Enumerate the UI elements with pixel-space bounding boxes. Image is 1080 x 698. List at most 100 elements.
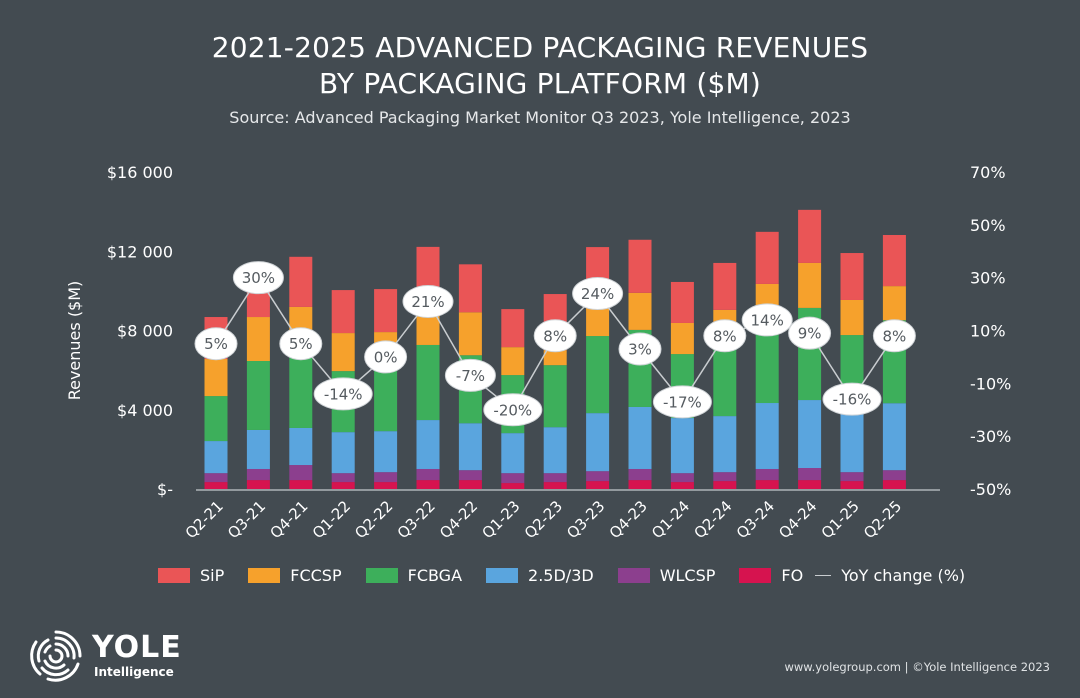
bar-2-5d-3d-q2-25 <box>882 403 906 471</box>
yoy-label-bubble <box>313 377 373 411</box>
logo-subtitle: Intelligence <box>94 665 174 679</box>
yoy-label-bubble <box>194 327 238 361</box>
bar-fo-q2-22 <box>374 482 398 489</box>
bar-wlcsp-q3-23 <box>586 471 610 482</box>
x-tick-label: Q1-25 <box>818 497 863 542</box>
yoy-data-label: 30% <box>242 269 275 287</box>
bar-sip-q2-22 <box>374 289 398 333</box>
bar-fccsp-q2-24 <box>713 309 737 322</box>
chart-title-line-1: 2021-2025 ADVANCED PACKAGING REVENUES <box>211 31 869 64</box>
legend-item-fo: FO <box>739 566 803 585</box>
y-axis-label: Revenues ($M) <box>65 281 84 401</box>
yoy-data-label: -7% <box>456 367 485 385</box>
yoy-label-bubble <box>232 261 284 295</box>
legend-item-sip: SiP <box>158 566 224 585</box>
bar-wlcsp-q4-23 <box>628 468 652 481</box>
bar-fo-q4-22 <box>458 480 482 489</box>
x-tick-label: Q2-21 <box>182 497 227 542</box>
bar-wlcsp-q2-22 <box>374 472 398 483</box>
yoy-point-q2-23: 8% <box>533 319 577 353</box>
yoy-data-label: 0% <box>374 348 398 366</box>
bar-2-5d-3d-q1-22 <box>331 432 355 474</box>
yoy-point-q1-25: -16% <box>822 382 882 416</box>
chart-title-line-2: BY PACKAGING PLATFORM ($M) <box>319 67 761 100</box>
bar-sip-q3-24 <box>755 231 779 284</box>
y2-tick-label: 50% <box>970 216 1006 235</box>
y-tick-label: $4 000 <box>117 401 173 420</box>
yoy-data-label: 24% <box>581 285 614 303</box>
y2-tick-label: -10% <box>970 374 1011 393</box>
y-tick-label: $16 000 <box>107 163 173 182</box>
legend-swatch-2-5d-3d <box>486 568 519 583</box>
legend-swatch-fcbga <box>365 568 398 583</box>
bar-wlcsp-q3-21 <box>246 468 270 481</box>
bar-stack-q1-25 <box>840 253 864 489</box>
x-tick-label: Q2-22 <box>351 497 396 542</box>
bar-wlcsp-q3-22 <box>416 468 440 481</box>
x-tick-label: Q2-23 <box>521 497 566 542</box>
yoy-label-bubble <box>741 303 793 337</box>
bar-stack-q4-23 <box>628 239 652 489</box>
legend-item-fccsp: FCCSP <box>248 566 342 585</box>
legend-label: WLCSP <box>659 566 716 585</box>
bar-sip-q1-22 <box>331 290 355 334</box>
bar-sip-q4-23 <box>628 239 652 293</box>
bar-sip-q2-25 <box>882 235 906 287</box>
bar-fo-q1-23 <box>501 483 525 489</box>
legend-label: YoY change (%) <box>841 566 966 585</box>
bar-sip-q4-22 <box>458 264 482 313</box>
bar-2-5d-3d-q4-21 <box>289 427 313 466</box>
x-tick-label: Q3-21 <box>224 497 269 542</box>
yoy-point-q2-24: 8% <box>703 319 747 353</box>
bar-2-5d-3d-q3-21 <box>246 429 270 469</box>
x-tick-label: Q2-24 <box>690 497 735 542</box>
bar-2-5d-3d-q3-22 <box>416 420 440 469</box>
bar-fccsp-q2-25 <box>882 286 906 321</box>
bar-wlcsp-q2-25 <box>882 470 906 481</box>
bar-wlcsp-q4-21 <box>289 465 313 481</box>
y2-tick-label: 30% <box>970 269 1006 288</box>
y2-axis: -50% -30% -10% 10% 30% 50% 70% <box>970 163 1011 499</box>
bar-2-5d-3d-q2-21 <box>204 441 228 474</box>
y-axis: $- $4 000 $8 000 $12 000 $16 000 <box>107 163 173 499</box>
bar-fo-q4-24 <box>798 480 822 489</box>
bar-2-5d-3d-q1-24 <box>670 418 694 474</box>
yoy-point-q4-23: 3% <box>618 332 662 366</box>
bar-stack-q4-21 <box>289 256 313 489</box>
bar-wlcsp-q2-21 <box>204 473 228 483</box>
bar-fo-q1-25 <box>840 481 864 489</box>
bar-fo-q2-25 <box>882 480 906 489</box>
bar-stack-q2-22 <box>374 289 398 489</box>
y-tick-label: $12 000 <box>107 242 173 261</box>
yoy-data-label: 8% <box>713 327 737 345</box>
bar-fo-q2-24 <box>713 481 737 489</box>
bar-fccsp-q4-23 <box>628 292 652 330</box>
legend-swatch-yoy-line <box>815 575 832 576</box>
y2-tick-label: -50% <box>970 480 1011 499</box>
legend-item-yoy: YoY change (%) <box>815 566 966 585</box>
footer-credit: www.yolegroup.com | ©Yole Intelligence 2… <box>784 660 1050 674</box>
x-tick-label: Q3-23 <box>563 497 608 542</box>
bar-fo-q3-23 <box>586 481 610 489</box>
yoy-label-bubble <box>279 327 323 361</box>
bar-wlcsp-q4-22 <box>458 470 482 481</box>
yoy-data-label: -16% <box>833 391 872 409</box>
bar-fccsp-q1-24 <box>670 322 694 355</box>
bar-stack-q3-21 <box>246 292 270 489</box>
bar-2-5d-3d-q1-23 <box>501 433 525 474</box>
yoy-point-q3-21: 30% <box>232 261 284 295</box>
bar-stack-q3-24 <box>755 231 779 489</box>
yoy-data-label: 5% <box>289 335 313 353</box>
yoy-data-label: 9% <box>798 325 822 343</box>
yoy-data-label: 21% <box>411 293 444 311</box>
yoy-point-q4-24: 9% <box>788 316 832 350</box>
yoy-point-q2-22: 0% <box>364 340 408 374</box>
yoy-point-q3-24: 14% <box>741 303 793 337</box>
yoy-point-q1-24: -17% <box>652 385 712 419</box>
yoy-data-label: 5% <box>204 335 228 353</box>
x-tick-label: Q3-22 <box>394 497 439 542</box>
bar-fo-q3-22 <box>416 480 440 489</box>
bar-fccsp-q1-22 <box>331 333 355 372</box>
yoy-label-bubble <box>572 277 624 311</box>
y2-tick-label: 10% <box>970 322 1006 341</box>
